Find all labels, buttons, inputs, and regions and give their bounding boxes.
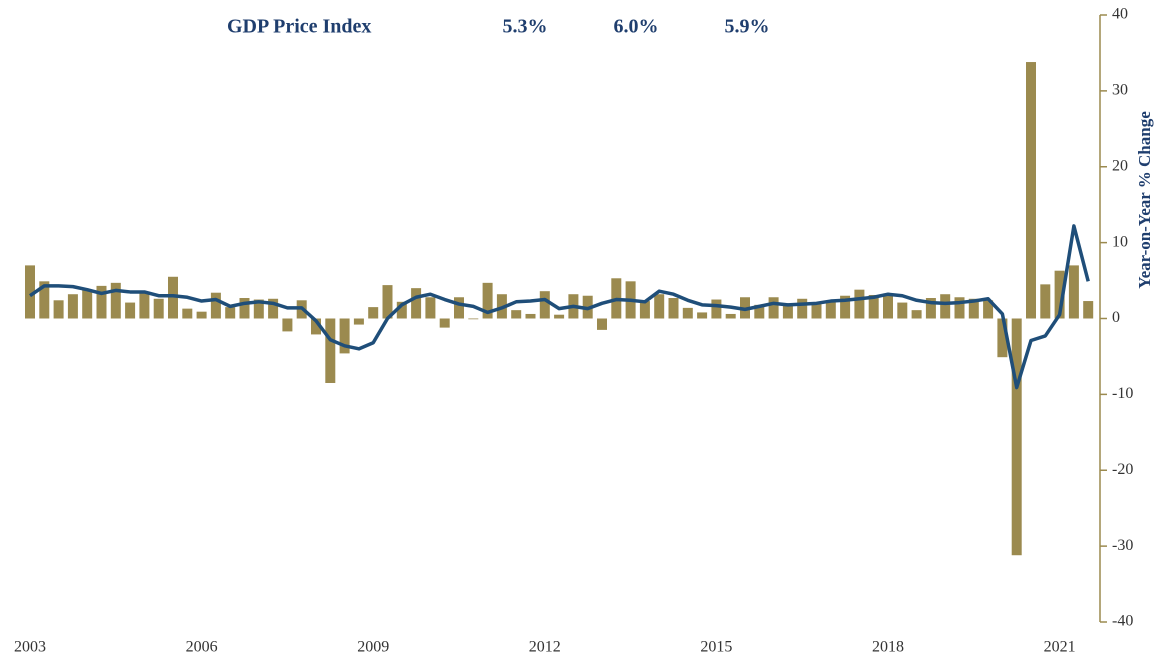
bar <box>210 292 221 319</box>
bar <box>997 318 1008 358</box>
bar <box>768 297 779 319</box>
bar <box>25 265 35 319</box>
bar <box>1011 318 1022 556</box>
bar <box>654 294 665 319</box>
bar <box>368 307 379 319</box>
x-tick-label: 2015 <box>700 639 732 656</box>
bar <box>53 300 64 319</box>
bar <box>353 318 364 325</box>
bar <box>396 301 407 319</box>
y2-axis-label: Year-on-Year % Change <box>1135 111 1154 289</box>
bar <box>854 289 865 319</box>
bar <box>925 298 936 319</box>
table-cell: 5.3% <box>503 16 548 38</box>
bar <box>883 293 893 319</box>
bar <box>597 318 607 330</box>
bar <box>482 282 493 319</box>
bar <box>968 298 979 319</box>
bar <box>82 289 93 319</box>
bar <box>253 299 264 319</box>
bar <box>439 318 450 328</box>
y2-tick-label: 40 <box>1112 6 1128 23</box>
bar <box>1083 301 1094 319</box>
y2-tick-label: 30 <box>1112 82 1128 99</box>
bar <box>725 313 736 319</box>
y2-tick-label: -10 <box>1112 385 1133 402</box>
y2-tick-label: 0 <box>1112 309 1120 326</box>
x-tick-label: 2018 <box>872 639 904 656</box>
bar <box>682 307 693 319</box>
bar <box>554 314 565 319</box>
bar <box>825 301 836 319</box>
x-tick-label: 2003 <box>14 639 46 656</box>
y2-tick-label: -20 <box>1112 461 1133 478</box>
bar <box>511 310 522 319</box>
x-tick-label: 2006 <box>186 639 218 656</box>
bar <box>539 291 550 319</box>
x-tick-label: 2021 <box>1044 639 1076 656</box>
bar <box>697 312 708 319</box>
x-tick-label: 2009 <box>357 639 389 656</box>
table-cell: 5.9% <box>725 16 770 38</box>
bar <box>96 285 107 319</box>
bar <box>282 318 293 332</box>
bar <box>168 276 178 319</box>
bar <box>67 294 78 319</box>
bar <box>754 304 765 319</box>
table-row-label: GDP Price Index <box>227 16 371 38</box>
bar <box>268 298 279 319</box>
bar <box>454 297 464 319</box>
bar <box>525 313 536 319</box>
bar <box>940 294 951 319</box>
line <box>29 224 1090 390</box>
bar <box>139 292 150 319</box>
y2-tick-label: -40 <box>1112 613 1133 630</box>
bar <box>339 318 350 354</box>
x-tick-label: 2012 <box>529 639 561 656</box>
bar <box>225 307 236 319</box>
bar <box>840 295 851 319</box>
bar <box>110 282 121 319</box>
bar <box>39 281 50 319</box>
bar <box>868 294 879 319</box>
bar <box>897 302 908 319</box>
bar <box>196 311 207 319</box>
bar <box>711 299 722 319</box>
summary-table: GDP Price Index 5.3% 6.0% 5.9% <box>227 16 770 38</box>
bar <box>1054 270 1065 319</box>
bar <box>311 318 321 335</box>
y2-tick-label: 10 <box>1112 233 1128 250</box>
bar <box>411 288 422 319</box>
bar <box>182 308 193 319</box>
bar <box>153 298 164 319</box>
bar <box>782 303 793 319</box>
bar <box>125 302 136 319</box>
y2-tick-label: 20 <box>1112 157 1128 174</box>
bar <box>425 297 436 319</box>
bar <box>797 298 808 319</box>
bar <box>954 297 965 319</box>
bar <box>668 298 679 319</box>
bar <box>1026 62 1036 319</box>
bar <box>382 285 393 319</box>
bar <box>911 310 922 319</box>
bar <box>468 318 479 320</box>
bar <box>811 304 822 319</box>
bar <box>325 318 336 383</box>
table-cell: 6.0% <box>614 16 659 38</box>
bar <box>983 300 994 319</box>
bar <box>1040 284 1051 319</box>
y2-tick-label: -30 <box>1112 537 1133 554</box>
bar <box>239 298 250 319</box>
bar <box>1068 265 1079 319</box>
bar <box>639 301 650 319</box>
